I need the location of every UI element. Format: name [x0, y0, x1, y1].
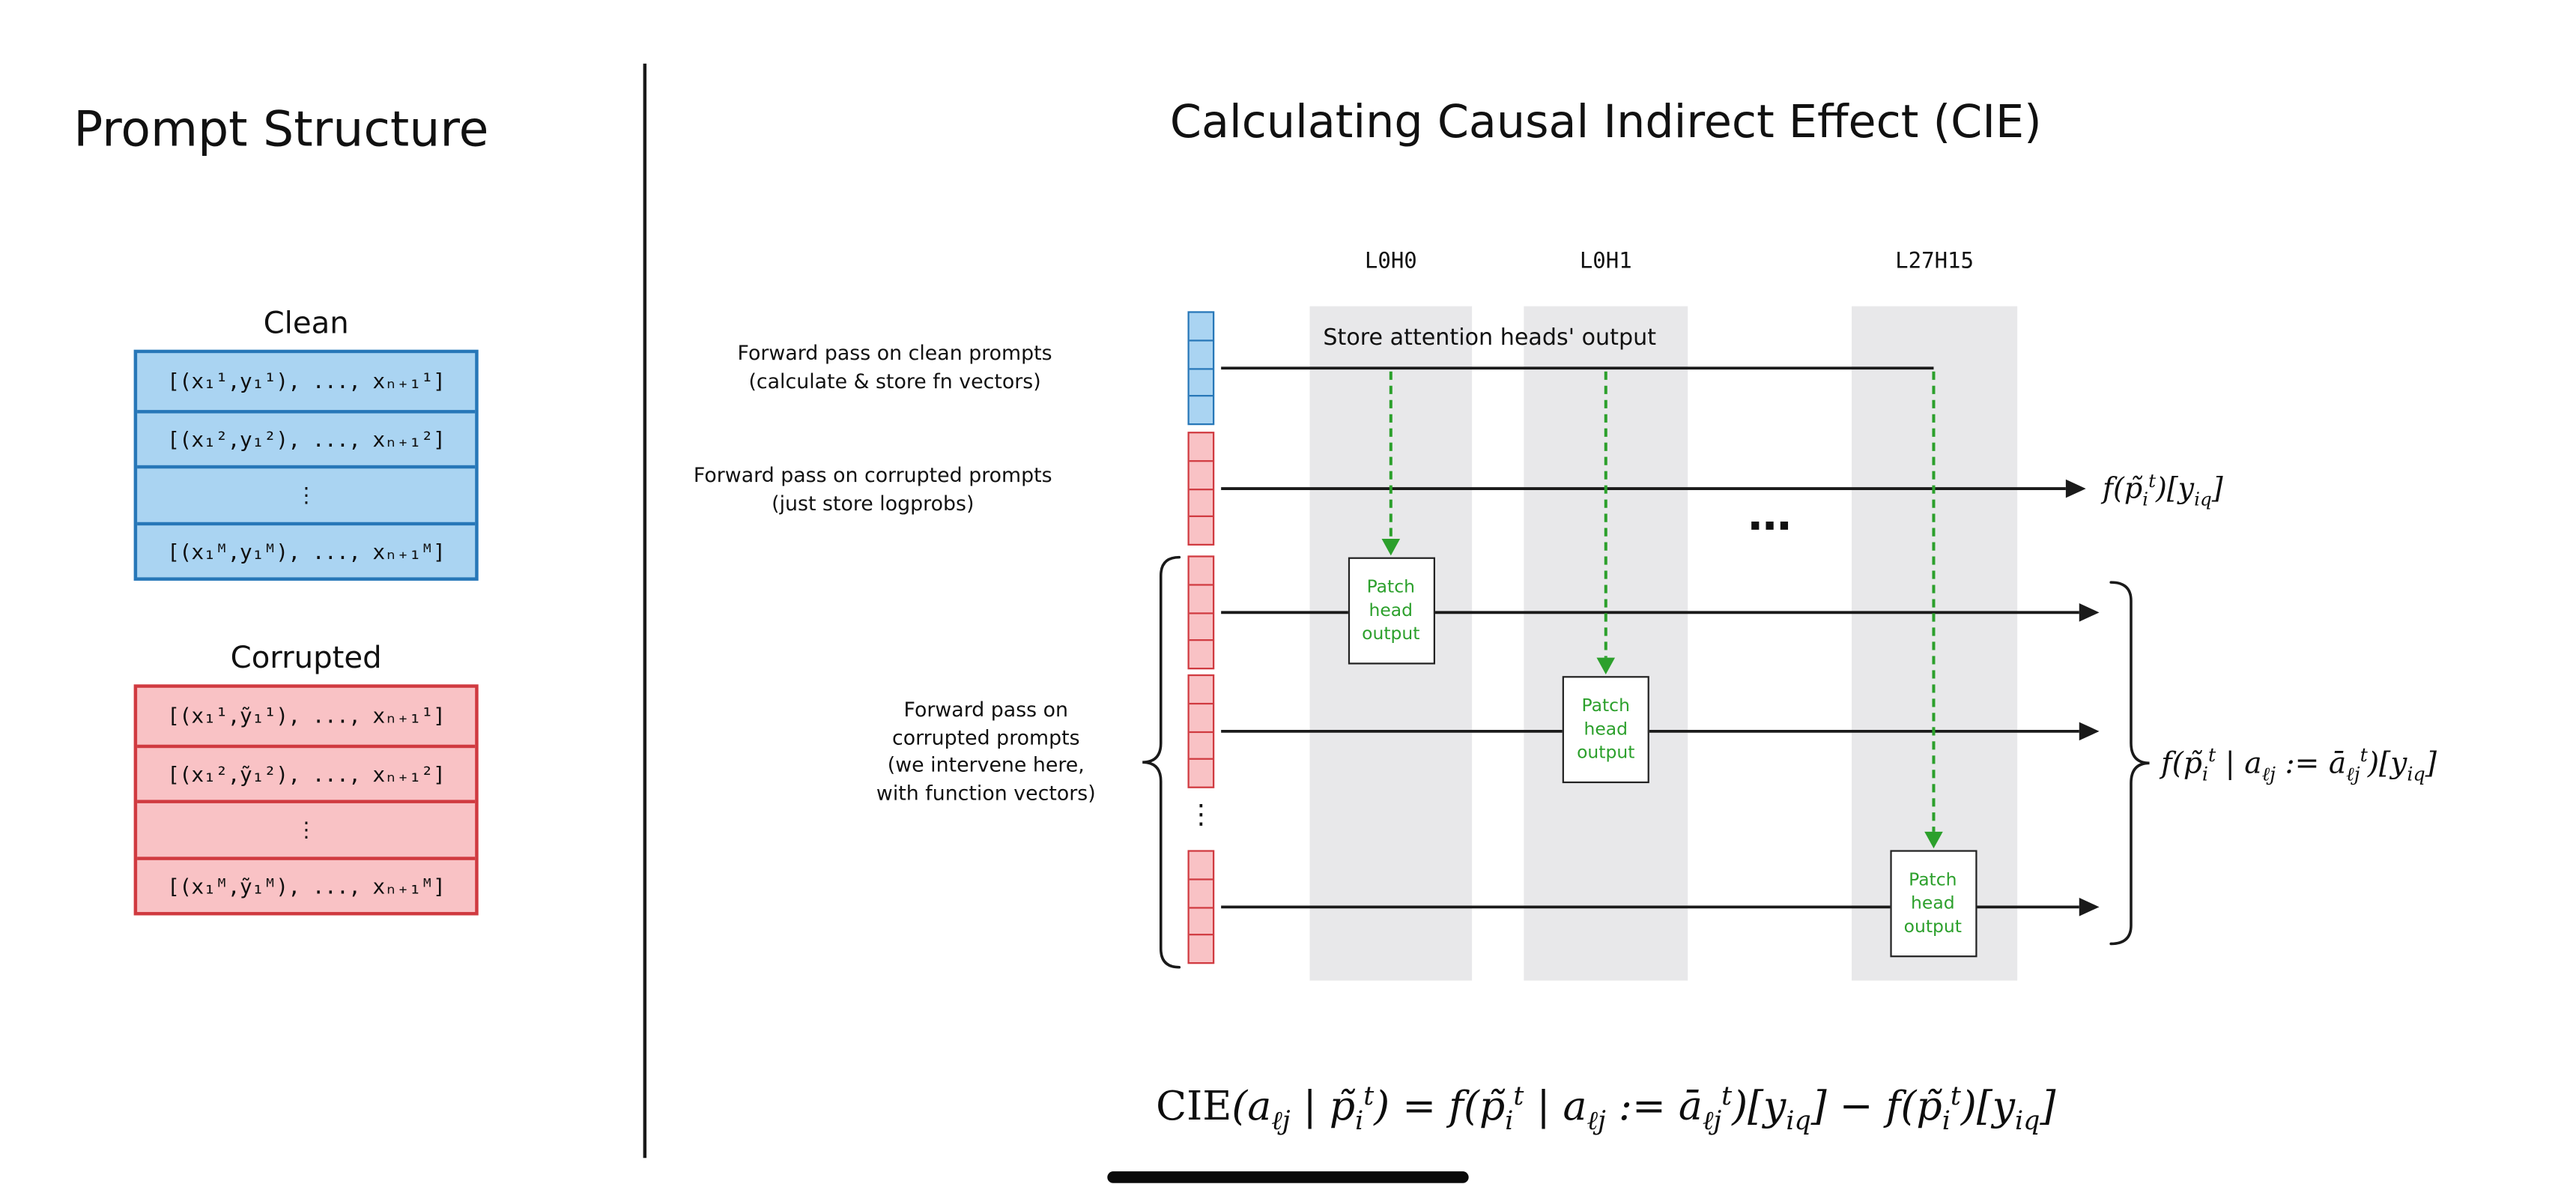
cie-definition-formula: CIE(aℓj | p̃it) = f(p̃it | aℓj := āℓjt)[… — [1156, 1081, 2056, 1136]
corrupted-token-stack-4 — [1187, 850, 1215, 964]
corrupted-token-stack-2 — [1187, 555, 1215, 670]
patch-head-output-box-l0h0: Patch head output — [1347, 557, 1434, 665]
clean-pass-label: Forward pass on clean prompts (calculate… — [737, 341, 1052, 393]
clean-prompt-row: [(x₁²,y₁²), ..., xₙ₊₁²] — [137, 408, 476, 465]
corrupted-prompt-row: [(x₁²,ỹ₁²), ..., xₙ₊₁²] — [137, 743, 476, 800]
corrupted-output-formula: f(p̃it)[yiq] — [2103, 470, 2223, 511]
clean-prompt-row: [(x₁ᴹ,y₁ᴹ), ..., xₙ₊₁ᴹ] — [137, 521, 476, 578]
token-cell — [1189, 516, 1213, 543]
column-header-l27h15: L27H15 — [1895, 249, 1975, 275]
corrupted-prompt-row: [(x₁¹,ỹ₁¹), ..., xₙ₊₁¹] — [167, 703, 446, 728]
clean-table-label: Clean — [263, 306, 349, 342]
token-cell — [1189, 676, 1213, 702]
intervened-output-formula: f(p̃it | aℓj := āℓjt)[yiq] — [2161, 743, 2437, 786]
token-cell — [1189, 852, 1213, 878]
token-cell — [1189, 702, 1213, 730]
stacks-ellipsis: ⋮ — [1187, 798, 1215, 830]
clean-prompts-table: [(x₁¹,y₁¹), ..., xₙ₊₁¹] [(x₁²,y₁²), ...,… — [133, 349, 479, 581]
left-panel-title: Prompt Structure — [73, 100, 489, 157]
token-cell — [1189, 558, 1213, 584]
corrupted-prompts-table: [(x₁¹,ỹ₁¹), ..., xₙ₊₁¹] [(x₁²,ỹ₁²), ...,… — [133, 684, 479, 916]
corrupted-prompt-row-ellipsis: ⋮ — [137, 800, 476, 856]
clean-token-stack — [1187, 311, 1215, 426]
corrupted-table-label: Corrupted — [230, 641, 382, 677]
token-cell — [1189, 433, 1213, 459]
token-cell — [1189, 878, 1213, 906]
home-indicator — [1107, 1171, 1469, 1183]
intervened-stacks-brace — [1142, 555, 1181, 969]
store-attention-output-label: Store attention heads' output — [1323, 324, 1657, 351]
token-cell — [1189, 487, 1213, 516]
column-header-l0h0: L0H0 — [1364, 249, 1417, 275]
corrupted-token-stack-3 — [1187, 674, 1215, 788]
token-cell — [1189, 934, 1213, 962]
patch-head-output-box-l0h1: Patch head output — [1562, 676, 1649, 784]
token-cell — [1189, 395, 1213, 423]
token-cell — [1189, 339, 1213, 367]
token-cell — [1189, 459, 1213, 488]
token-cell — [1189, 611, 1213, 639]
columns-ellipsis: ⋯ — [1748, 501, 1792, 552]
corrupted-token-stack-1 — [1187, 432, 1215, 546]
token-cell — [1189, 906, 1213, 934]
corrupted-pass-label: Forward pass on corrupted prompts (just … — [693, 463, 1052, 515]
column-header-l0h1: L0H1 — [1579, 249, 1632, 275]
attention-column-band-l0h1 — [1524, 306, 1688, 981]
outputs-brace — [2109, 581, 2150, 946]
token-cell — [1189, 583, 1213, 611]
clean-prompt-row-ellipsis: ⋮ — [137, 465, 476, 522]
token-cell — [1189, 367, 1213, 395]
token-cell — [1189, 730, 1213, 758]
token-cell — [1189, 313, 1213, 339]
intervene-pass-label: Forward pass on corrupted prompts (we in… — [876, 698, 1096, 805]
corrupted-prompt-row: [(x₁ᴹ,ỹ₁ᴹ), ..., xₙ₊₁ᴹ] — [137, 856, 476, 912]
clean-prompt-row: [(x₁¹,y₁¹), ..., xₙ₊₁¹] — [167, 368, 446, 394]
right-panel-title: Calculating Causal Indirect Effect (CIE) — [1169, 97, 2042, 149]
token-cell — [1189, 639, 1213, 668]
token-cell — [1189, 758, 1213, 786]
patch-head-output-box-l27h15: Patch head output — [1889, 850, 1977, 958]
